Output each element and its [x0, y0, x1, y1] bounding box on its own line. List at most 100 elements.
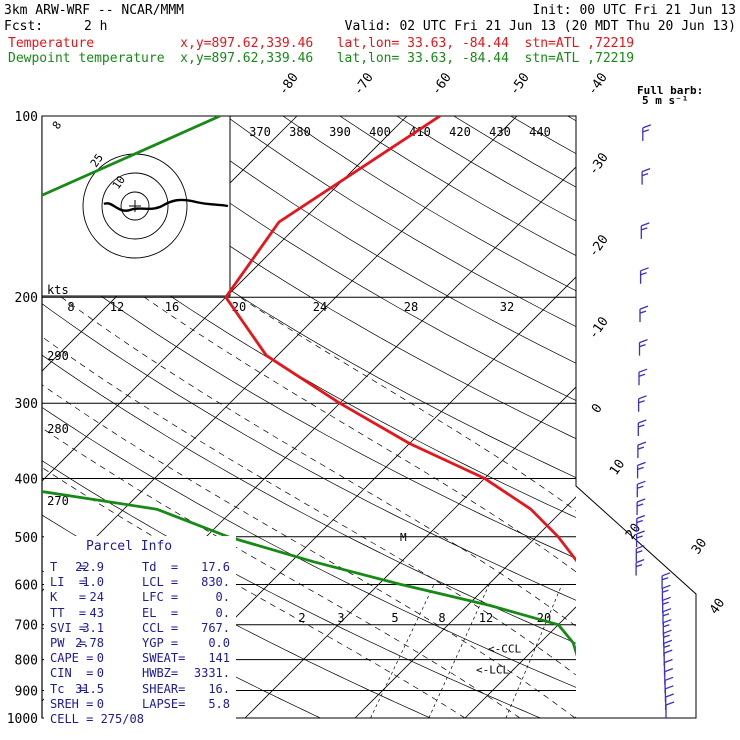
- wind-barb-flag: [637, 446, 645, 450]
- isotherm-label: -30: [586, 150, 612, 178]
- wind-barb-flag: [636, 550, 643, 554]
- wind-barb-flag: [661, 572, 671, 577]
- parcel-key: YGP =: [142, 635, 179, 650]
- wind-barb-flag: [663, 649, 673, 654]
- wind-barb: [664, 667, 674, 685]
- hodo-speed-label: 32: [500, 300, 514, 314]
- mixing-ratio-label: 5: [391, 611, 398, 625]
- parcel-key: CAPE =: [50, 651, 94, 666]
- forecast-label: Fcst:: [4, 19, 44, 34]
- hodo-ring: [101, 172, 169, 240]
- theta-label: 400: [369, 125, 391, 139]
- wind-barb-flag: [641, 172, 649, 177]
- wind-barb-flag: [663, 634, 670, 638]
- wind-barb-flag: [639, 305, 649, 310]
- parcel-key: Tc =: [50, 681, 87, 696]
- parcel-value: 767.: [201, 620, 230, 635]
- parcel-key: CCL =: [142, 620, 179, 635]
- parcel-info-title: Parcel Info: [86, 539, 173, 554]
- pressure-label: 1000: [7, 712, 38, 727]
- dewpoint-info: Dewpoint temperature x,y=897.62,339.46 l…: [8, 51, 635, 66]
- wind-barb-flag: [641, 222, 650, 227]
- isotherm-label: 40: [707, 596, 728, 617]
- wind-barb-flag: [637, 441, 647, 446]
- wind-barb: [664, 685, 674, 702]
- wind-barb-flag: [642, 129, 650, 133]
- wind-barb: [662, 629, 672, 647]
- wind-barb-flag: [641, 227, 648, 231]
- mixing-ratio-line: [370, 584, 435, 718]
- pressure-label: 500: [15, 531, 38, 546]
- hodo-speed-label: 8: [67, 300, 74, 314]
- isotherm-line: [574, 716, 576, 718]
- isotherm-line: [464, 606, 576, 718]
- wind-barb-flag: [636, 535, 643, 539]
- isotherm-label: -50: [507, 70, 533, 98]
- init-time: Init: 00 UTC Fri 21 Jun 13: [532, 3, 737, 18]
- pressure-label: 200: [15, 291, 38, 306]
- isotherm-label: -40: [585, 70, 611, 98]
- wind-barb-flag: [661, 577, 669, 581]
- parcel-key: EL =: [142, 605, 179, 620]
- parcel-key: LAPSE=: [142, 696, 186, 711]
- wind-barb-flag: [663, 619, 672, 624]
- parcel-key: T =: [50, 560, 87, 574]
- pressure-label: 400: [15, 472, 38, 487]
- wind-barb-flag: [639, 338, 648, 344]
- wind-barb-flag: [635, 563, 643, 568]
- wind-barb-flag: [662, 584, 671, 589]
- wind-barb-flag: [665, 701, 675, 706]
- parcel-key: TT =: [50, 605, 87, 620]
- parcel-row: CIN = 0 HWBZ= 3331.: [50, 666, 230, 681]
- parcel-value: 0.: [215, 590, 230, 605]
- theta-left-label: 280: [47, 422, 69, 436]
- theta-label: 410: [409, 125, 431, 139]
- wind-barb: [665, 701, 675, 718]
- mixing-ratio-line: [648, 584, 696, 718]
- moist-adiabat: [42, 336, 576, 676]
- parcel-value: 5.8: [208, 696, 230, 711]
- parcel-value: 16.: [208, 681, 230, 696]
- hodo-speed-label: 16: [165, 300, 179, 314]
- pressure-label: 900: [15, 684, 38, 699]
- wind-barb: [637, 395, 647, 412]
- parcel-info-panel: Parcel Info T = 22.9 Td = 17.6 LI = 1.0 LCL = 8…: [44, 536, 236, 726]
- dry-adiabat: [42, 406, 576, 688]
- wind-barb: [664, 676, 674, 694]
- wind-barb-flag: [636, 514, 646, 520]
- wind-barb-flag: [665, 685, 674, 690]
- parcel-key: SWEAT=: [142, 651, 186, 666]
- parcel-value: 0: [96, 651, 104, 666]
- isotherm-label: -60: [429, 70, 455, 98]
- isotherm-line: [685, 116, 740, 718]
- pressure-label: 300: [15, 397, 38, 412]
- wind-barb-flag: [638, 400, 645, 404]
- wind-barb: [637, 441, 647, 459]
- dry-adiabat: [510, 116, 576, 154]
- wind-barb-flag: [637, 461, 646, 467]
- theta-label: 390: [329, 125, 351, 139]
- temperature-profile: [224, 116, 576, 563]
- wind-barb: [642, 124, 652, 141]
- dry-adiabat: [42, 153, 576, 478]
- wind-barb-flag: [635, 558, 645, 564]
- isotherm-line: [244, 386, 576, 718]
- wind-barb: [636, 498, 646, 515]
- hodo-ring: [120, 191, 150, 221]
- wind-barb-flag: [638, 395, 647, 400]
- mixing-ratio-label: 8: [438, 611, 445, 625]
- wind-barb-flag: [639, 310, 647, 314]
- wind-barb: [638, 368, 648, 386]
- wind-barb: [636, 514, 646, 532]
- parcel-value: 0.0: [208, 635, 230, 650]
- isotherm-label: 20: [623, 521, 644, 542]
- wind-barb-flag: [637, 466, 644, 471]
- wind-barb-flag: [662, 613, 670, 617]
- parcel-key: SHEAR=: [142, 681, 186, 696]
- wind-barb-flag: [636, 503, 644, 507]
- temperature-info: Temperature x,y=897.62,339.46 lat,lon= 3…: [8, 36, 635, 51]
- parcel-value: 24: [89, 590, 104, 605]
- wind-barb-flag: [638, 373, 646, 377]
- dry-adiabat: [111, 116, 576, 401]
- wind-barb-flag: [641, 167, 651, 173]
